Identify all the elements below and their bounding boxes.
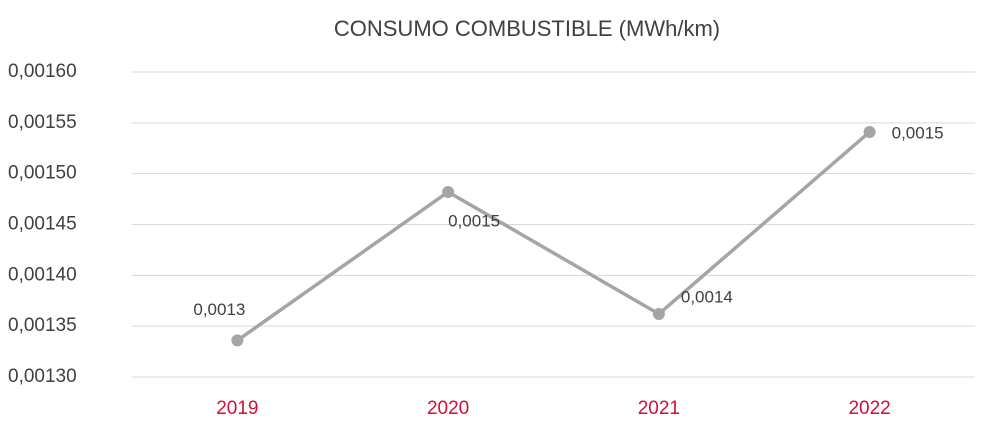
- y-tick-label: 0,00135: [8, 315, 77, 336]
- y-tick-label: 0,00150: [8, 163, 77, 184]
- marker: [442, 185, 455, 198]
- data-label: 0,0014: [681, 287, 733, 306]
- marker: [231, 334, 244, 347]
- data-label: 0,0015: [892, 123, 944, 142]
- chart-title: CONSUMO COMBUSTIBLE (MWh/km): [334, 16, 720, 41]
- y-tick-label: 0,00145: [8, 214, 77, 235]
- y-tick-label: 0,00140: [8, 264, 77, 285]
- y-tick-label: 0,00160: [8, 61, 77, 82]
- x-tick-label: 2022: [848, 398, 890, 419]
- y-tick-label: 0,00155: [8, 112, 77, 133]
- data-label: 0,0013: [193, 300, 245, 319]
- marker: [652, 307, 665, 320]
- marker: [863, 125, 876, 138]
- data-label: 0,0015: [448, 211, 500, 230]
- x-tick-label: 2019: [216, 398, 258, 419]
- x-tick-label: 2021: [638, 398, 680, 419]
- y-tick-label: 0,00130: [8, 366, 77, 387]
- x-tick-label: 2020: [427, 398, 469, 419]
- line: [236, 130, 871, 342]
